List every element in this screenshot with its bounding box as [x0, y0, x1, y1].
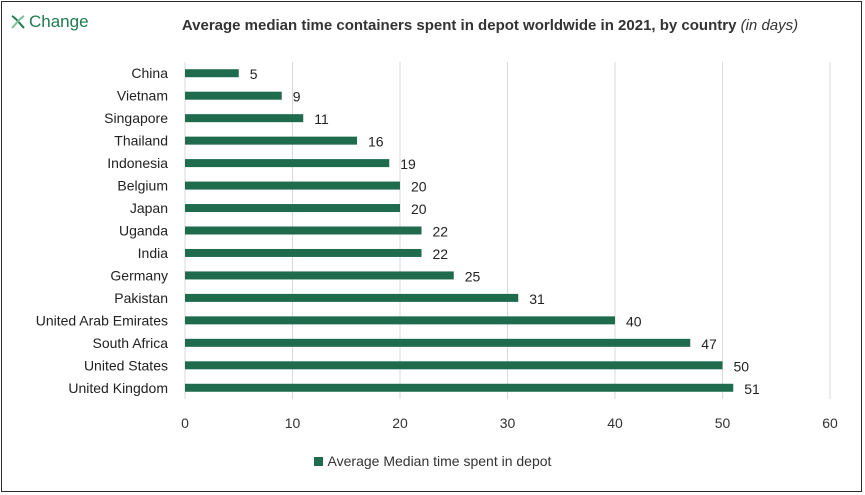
bar — [185, 159, 390, 168]
x-tick-label: 0 — [181, 415, 189, 431]
value-label: 22 — [433, 246, 449, 262]
category-label: China — [131, 65, 168, 81]
legend-label: Average Median time spent in depot — [327, 453, 552, 469]
x-tick-label: 20 — [392, 415, 408, 431]
bar — [185, 338, 691, 347]
value-label: 19 — [400, 156, 416, 172]
value-label: 40 — [626, 313, 642, 329]
category-label: United Arab Emirates — [36, 312, 168, 328]
category-label: Vietnam — [117, 88, 168, 104]
value-label: 47 — [701, 336, 717, 352]
x-tick-label: 40 — [607, 415, 623, 431]
value-label: 22 — [433, 224, 449, 240]
value-label: 25 — [465, 268, 481, 284]
chart-legend: Average Median time spent in depot — [0, 453, 865, 469]
x-tick-label: 10 — [285, 415, 301, 431]
bar — [185, 248, 422, 257]
x-leaf-icon — [11, 15, 25, 29]
value-label: 5 — [250, 66, 258, 82]
category-label: Belgium — [117, 178, 168, 194]
chart-title-unit: (in days) — [740, 17, 799, 34]
brand-logo: Change — [10, 12, 89, 32]
category-label: United Kingdom — [68, 380, 168, 396]
value-labels: 5 9 11 16 19 20 20 22 22 25 31 40 47 50 51 — [250, 66, 760, 397]
value-label: 20 — [411, 201, 427, 217]
bar — [185, 204, 400, 213]
x-tick-label: 60 — [822, 415, 838, 431]
category-label: United States — [84, 357, 168, 373]
x-tick-label: 30 — [500, 415, 516, 431]
bar — [185, 136, 357, 145]
value-label: 31 — [529, 291, 545, 307]
value-label: 51 — [744, 381, 760, 397]
value-label: 11 — [314, 111, 329, 127]
bar — [185, 271, 454, 280]
value-label: 9 — [293, 89, 301, 105]
category-label: India — [138, 245, 169, 261]
chart-title-text: Average median time containers spent in … — [181, 17, 737, 34]
bar — [185, 361, 723, 370]
value-label: 50 — [734, 358, 750, 374]
category-label: Thailand — [114, 133, 168, 149]
value-label: 20 — [411, 179, 427, 195]
bar — [185, 383, 734, 392]
legend-swatch — [313, 457, 323, 466]
category-label: Pakistan — [114, 290, 168, 306]
brand-logo-text: Change — [29, 12, 89, 31]
bar — [185, 91, 282, 100]
bar — [185, 226, 422, 235]
x-axis-tick-labels: 0 10 20 30 40 50 60 — [181, 415, 838, 431]
chart-title: Average median time containers spent in … — [120, 17, 860, 34]
bar — [185, 181, 400, 190]
category-label: South Africa — [93, 335, 169, 351]
category-label: Germany — [110, 267, 168, 283]
category-label: Japan — [130, 200, 168, 216]
x-tick-label: 50 — [715, 415, 731, 431]
category-labels: China Vietnam Singapore Thailand Indonesia Be… — [36, 65, 169, 396]
bar — [185, 114, 304, 123]
bar — [185, 293, 519, 302]
bar — [185, 69, 239, 78]
category-label: Uganda — [119, 223, 168, 239]
value-label: 16 — [368, 134, 384, 150]
bar — [185, 316, 615, 325]
category-label: Singapore — [104, 110, 168, 126]
bars — [185, 69, 734, 392]
category-label: Indonesia — [107, 155, 168, 171]
